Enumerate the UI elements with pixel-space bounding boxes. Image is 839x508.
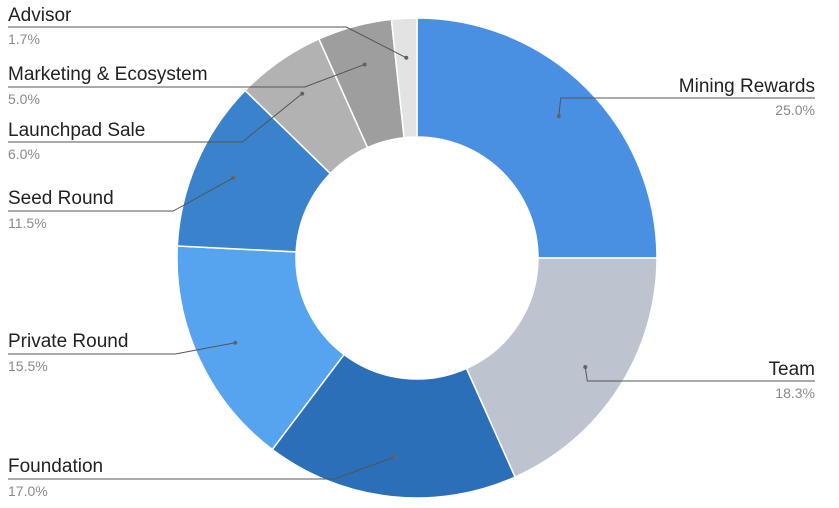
value-label-advisor: 1.7% (8, 31, 40, 47)
value-label-team: 18.3% (775, 385, 815, 401)
label-mining-rewards: Mining Rewards (679, 76, 815, 97)
slice-advisor (390, 17, 418, 139)
leader-line-advisor (8, 26, 407, 59)
leader-line-launchpad-sale (8, 93, 303, 143)
slice-private-round (176, 245, 346, 451)
leader-lines (8, 26, 815, 480)
label-team: Team (769, 359, 815, 380)
leader-line-seed-round (8, 177, 234, 212)
donut-slices (176, 17, 658, 499)
slice-team (465, 257, 658, 479)
leader-line-mining-rewards (558, 97, 815, 117)
value-label-mining-rewards: 25.0% (775, 102, 815, 118)
leader-line-foundation (8, 456, 395, 480)
leader-line-marketing-and-ecosystem (8, 63, 365, 88)
value-label-marketing-and-ecosystem: 5.0% (8, 91, 40, 107)
leader-line-private-round (8, 342, 236, 355)
label-private-round: Private Round (8, 331, 128, 352)
label-seed-round: Seed Round (8, 188, 114, 209)
value-label-seed-round: 11.5% (8, 215, 47, 231)
label-advisor: Advisor (8, 5, 72, 26)
value-label-launchpad-sale: 6.0% (8, 146, 40, 162)
label-foundation: Foundation (8, 456, 103, 477)
label-marketing-and-ecosystem: Marketing & Ecosystem (8, 64, 208, 85)
label-launchpad-sale: Launchpad Sale (8, 120, 145, 141)
leader-line-team (584, 366, 815, 382)
slice-foundation (271, 353, 517, 499)
slice-labels: Mining Rewards 25.0% Team 18.3% Foundation 17… (8, 5, 815, 499)
value-label-foundation: 17.0% (8, 483, 48, 499)
slice-mining-rewards (416, 17, 658, 259)
value-label-private-round: 15.5% (8, 358, 48, 374)
